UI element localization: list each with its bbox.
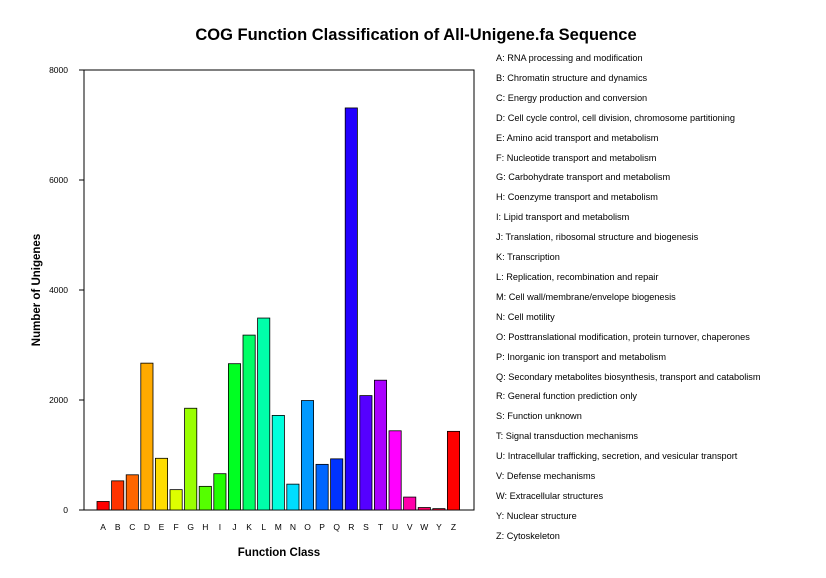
x-tick-label: K (246, 522, 252, 532)
x-tick-label: H (202, 522, 208, 532)
bar-W (417, 507, 431, 511)
bar-G (184, 407, 198, 511)
bar-H (198, 485, 212, 511)
x-tick-label: W (420, 522, 428, 532)
legend-item: O: Posttranslational modification, prote… (496, 331, 750, 342)
legend-item: H: Coenzyme transport and metabolism (496, 192, 658, 203)
x-tick-label: E (159, 522, 165, 532)
x-tick-label: N (290, 522, 296, 532)
x-tick-label: J (232, 522, 236, 532)
bar-P (315, 463, 329, 511)
bar-C (125, 474, 139, 511)
x-tick-label: Z (451, 522, 456, 532)
y-axis-label: Number of Unigenes (31, 234, 43, 346)
legend-item: U: Intracellular trafficking, secretion,… (496, 451, 738, 462)
y-tick-label: 0 (63, 505, 68, 515)
x-tick-label: P (319, 522, 325, 532)
x-tick-label: U (392, 522, 398, 532)
bar-Y (432, 508, 446, 511)
bar-A (96, 501, 110, 511)
legend-item: E: Amino acid transport and metabolism (496, 132, 659, 143)
legend-item: S: Function unknown (496, 411, 582, 422)
bar-J (227, 363, 241, 511)
bar-O (300, 400, 314, 511)
x-tick-label: C (129, 522, 135, 532)
bar-D (140, 362, 154, 511)
x-tick-label: A (100, 522, 106, 532)
legend-item: R: General function prediction only (496, 391, 637, 402)
legend-item: N: Cell motility (496, 311, 555, 322)
x-tick-label: Q (333, 522, 340, 532)
legend-item: D: Cell cycle control, cell division, ch… (496, 112, 735, 123)
legend-item: K: Transcription (496, 252, 560, 263)
legend-item: G: Carbohydrate transport and metabolism (496, 172, 671, 183)
legend-item: Y: Nuclear structure (496, 510, 577, 521)
x-tick-label: T (378, 522, 383, 532)
x-tick-label: G (187, 522, 194, 532)
x-axis-label: Function Class (238, 547, 320, 559)
legend-item: P: Inorganic ion transport and metabolis… (496, 351, 667, 362)
x-tick-label: Y (436, 522, 442, 532)
y-axis: 0 2000 4000 6000 8000 (49, 65, 84, 515)
x-tick-label: R (348, 522, 354, 532)
bar-F (169, 489, 183, 511)
legend-item: T: Signal transduction mechanisms (496, 431, 638, 442)
legend: A: RNA processing and modification B: Chr… (496, 52, 761, 550)
legend-item: F: Nucleotide transport and metabolism (496, 152, 657, 163)
bar-E (154, 457, 168, 511)
y-tick-label: 8000 (49, 65, 68, 75)
x-tick-label: I (219, 522, 221, 532)
x-tick-label: V (407, 522, 413, 532)
bar-N (286, 483, 300, 511)
x-tick-label: O (304, 522, 311, 532)
bar-U (388, 430, 402, 511)
chart-title: COG Function Classification of All-Unige… (195, 26, 636, 44)
x-tick-label: L (261, 522, 266, 532)
bar-K (242, 334, 256, 511)
x-tick-label: M (275, 522, 282, 532)
bar-Z (446, 430, 460, 511)
x-tick-label: D (144, 522, 150, 532)
y-tick-label: 2000 (49, 395, 68, 405)
y-tick-label: 4000 (49, 285, 68, 295)
legend-item: C: Energy production and conversion (496, 92, 648, 103)
legend-item: Q: Secondary metabolites biosynthesis, t… (496, 371, 761, 382)
legend-item: V: Defense mechanisms (496, 471, 596, 482)
bar-M (271, 414, 285, 511)
x-tick-label: B (115, 522, 121, 532)
bar-I (213, 473, 227, 511)
y-tick-label: 6000 (49, 175, 68, 185)
bar-B (111, 480, 125, 511)
x-tick-label: S (363, 522, 369, 532)
bar-Q (330, 458, 344, 511)
bar-T (373, 379, 387, 511)
legend-item: A: RNA processing and modification (496, 53, 643, 63)
bar-V (403, 496, 417, 511)
legend-item: L: Replication, recombination and repair (496, 271, 659, 282)
legend-item: M: Cell wall/membrane/envelope biogenesi… (496, 291, 676, 302)
legend-item: Z: Cytoskeleton (496, 530, 560, 541)
x-tick-label: F (173, 522, 178, 532)
legend-item: W: Extracellular structures (496, 490, 604, 501)
bar-L (257, 317, 271, 511)
bar-S (359, 395, 373, 511)
legend-item: J: Translation, ribosomal structure and … (496, 232, 699, 243)
bar-series (96, 107, 460, 511)
bar-R (344, 107, 358, 511)
legend-item: I: Lipid transport and metabolism (496, 212, 630, 223)
legend-item: B: Chromatin structure and dynamics (496, 72, 648, 83)
